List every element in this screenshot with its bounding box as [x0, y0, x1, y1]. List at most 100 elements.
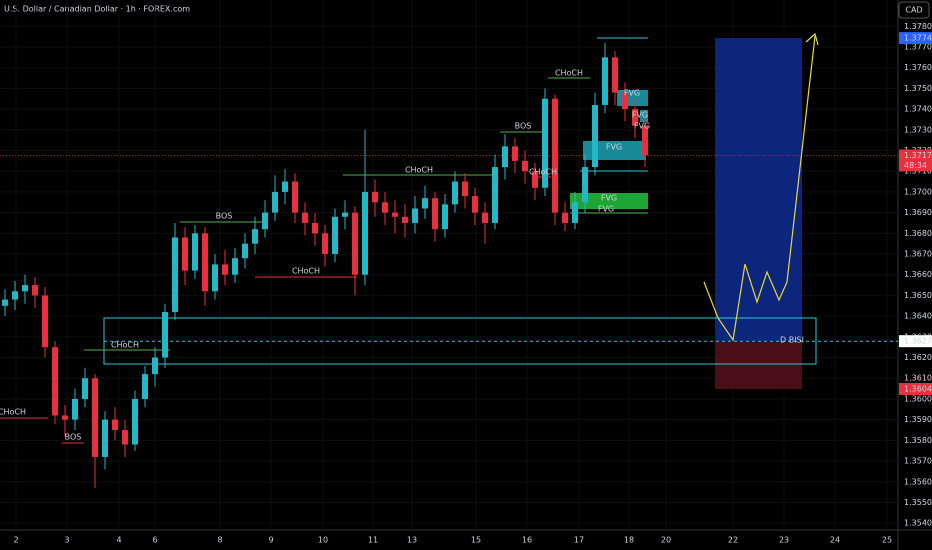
annotation: CHoCH	[292, 267, 320, 276]
candle-body	[272, 191, 278, 213]
candle-body	[372, 191, 378, 203]
price-label-box	[899, 32, 932, 45]
candle-body	[612, 57, 618, 93]
x-tick-label: 10	[318, 536, 328, 545]
candle-body	[122, 430, 128, 445]
x-tick-label: 16	[522, 536, 532, 545]
x-tick-label: 9	[268, 536, 273, 545]
annotation: FVG	[632, 111, 648, 120]
candle-body	[222, 264, 228, 275]
candle-body	[232, 258, 238, 275]
x-tick-label: 15	[471, 536, 481, 545]
x-tick-label: 22	[728, 536, 738, 545]
candle-body	[482, 212, 488, 223]
annotation: CHoCH	[111, 341, 139, 350]
candle-body	[142, 374, 148, 399]
annotation: BOS	[515, 122, 532, 131]
candle-body	[82, 378, 88, 399]
x-tick-label: 11	[368, 536, 378, 545]
candle-body	[132, 398, 138, 445]
y-tick-label: 1.36600	[904, 270, 932, 279]
fvg-box	[570, 193, 648, 209]
candle-body	[242, 243, 248, 259]
annotation: D BISI	[780, 336, 804, 345]
candle-body	[512, 146, 518, 161]
x-tick-label: 4	[116, 536, 121, 545]
annotation: FVG	[598, 205, 614, 214]
x-tick-label: 17	[574, 536, 584, 545]
y-tick-label: 1.37700	[904, 42, 932, 51]
candle-body	[92, 378, 98, 457]
candle-body	[262, 212, 268, 230]
annotation: CHoCH	[555, 69, 583, 78]
annotation: CHoCH	[529, 168, 557, 177]
candle-body	[602, 57, 608, 105]
candle-body	[352, 212, 358, 275]
y-tick-label: 1.37000	[904, 187, 932, 196]
candle-body	[342, 212, 348, 217]
countdown: 48:34	[904, 161, 927, 170]
candle-body	[202, 233, 208, 292]
candle-body	[52, 347, 58, 416]
candle-body	[502, 146, 508, 168]
y-tick-label: 1.37400	[904, 105, 932, 114]
x-tick-label: 20	[661, 536, 671, 545]
candle-body	[302, 212, 308, 223]
candle-body	[282, 181, 288, 192]
chart-title: U.S. Dollar / Canadian Dollar · 1h · FOR…	[4, 5, 190, 14]
candle-body	[22, 285, 28, 292]
candle-body	[2, 299, 8, 306]
price-label-box	[899, 383, 932, 396]
y-tick-label: 1.36400	[904, 312, 932, 321]
candle-body	[182, 237, 188, 271]
candle-body	[622, 92, 628, 110]
candle-body	[102, 419, 108, 457]
annotation: BOS	[65, 433, 82, 442]
annotation: FVG	[624, 89, 640, 98]
y-tick-label: 1.37300	[904, 125, 932, 134]
candle-body	[462, 181, 468, 197]
price-label: 1.37176	[904, 151, 932, 160]
candle-body	[572, 202, 578, 223]
candle-body	[522, 160, 528, 172]
x-tick-label: 3	[64, 536, 69, 545]
x-tick-label: 8	[217, 536, 222, 545]
y-tick-label: 1.35700	[904, 457, 932, 466]
target-zone	[715, 38, 802, 342]
currency[interactable]: CAD	[905, 6, 922, 15]
candle-body	[152, 357, 158, 375]
candle-body	[382, 202, 388, 213]
candle-body	[332, 216, 338, 255]
candle-body	[632, 109, 638, 126]
price-label-box	[899, 335, 932, 348]
candle-body	[642, 125, 648, 156]
candle-body	[422, 198, 428, 209]
annotation: CHoCH	[405, 166, 433, 175]
candle-body	[492, 167, 498, 223]
x-tick-label: 23	[779, 536, 789, 545]
candle-body	[412, 208, 418, 223]
y-tick-label: 1.35500	[904, 498, 932, 507]
x-tick-label: 13	[407, 536, 417, 545]
candle-body	[552, 98, 558, 213]
price-label: 1.36048	[904, 385, 932, 394]
y-tick-label: 1.37600	[904, 63, 932, 72]
y-tick-label: 1.35800	[904, 436, 932, 445]
candle-body	[452, 181, 458, 205]
annotation: FVG	[601, 194, 617, 203]
candle-body	[402, 216, 408, 223]
y-tick-label: 1.37800	[904, 22, 932, 31]
price-label-box	[899, 149, 932, 172]
candle-body	[432, 198, 438, 230]
x-tick-label: 25	[882, 536, 892, 545]
candle-body	[42, 295, 48, 348]
candle-body	[32, 285, 38, 296]
currency-box[interactable]	[898, 1, 930, 19]
projection-path	[703, 35, 816, 342]
projection-arrow	[805, 32, 819, 46]
fvg-box	[583, 141, 646, 160]
candle-body	[562, 212, 568, 223]
candle-body	[212, 264, 218, 292]
price-label: 1.36279	[904, 337, 932, 346]
